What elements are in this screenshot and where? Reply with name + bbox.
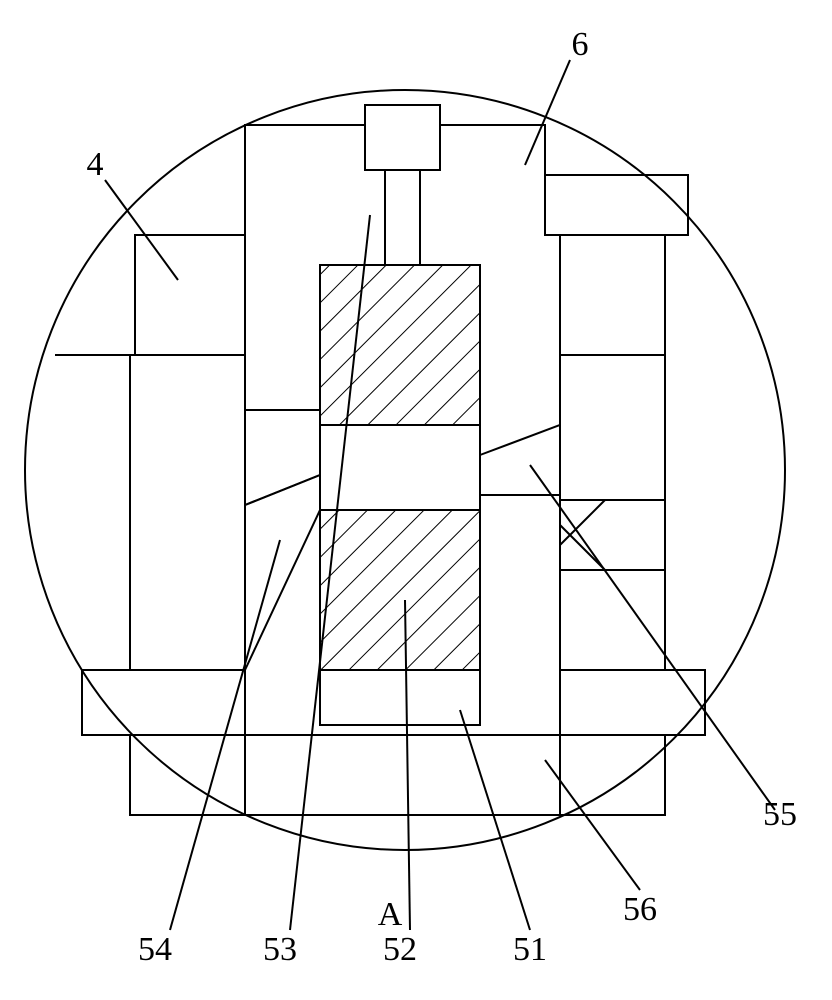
leader-line — [460, 710, 530, 930]
housing-outline — [55, 105, 705, 815]
label-56: 56 — [623, 891, 657, 928]
label-A: A — [378, 896, 403, 933]
internal-line — [545, 175, 665, 235]
internal-line — [385, 170, 420, 265]
internal-line — [135, 235, 245, 355]
hatched-section-0 — [320, 265, 480, 425]
label-54: 54 — [138, 931, 172, 968]
label-53: 53 — [263, 931, 297, 968]
label-4: 4 — [87, 146, 104, 183]
right-port — [480, 425, 560, 495]
label-51: 51 — [513, 931, 547, 968]
internal-line — [365, 125, 440, 170]
left-port-funnel — [245, 475, 320, 670]
label-55: 55 — [763, 796, 797, 833]
hatched-section-1 — [320, 510, 480, 670]
internal-line — [560, 525, 605, 570]
label-52: 52 — [383, 931, 417, 968]
label-6: 6 — [572, 26, 589, 63]
